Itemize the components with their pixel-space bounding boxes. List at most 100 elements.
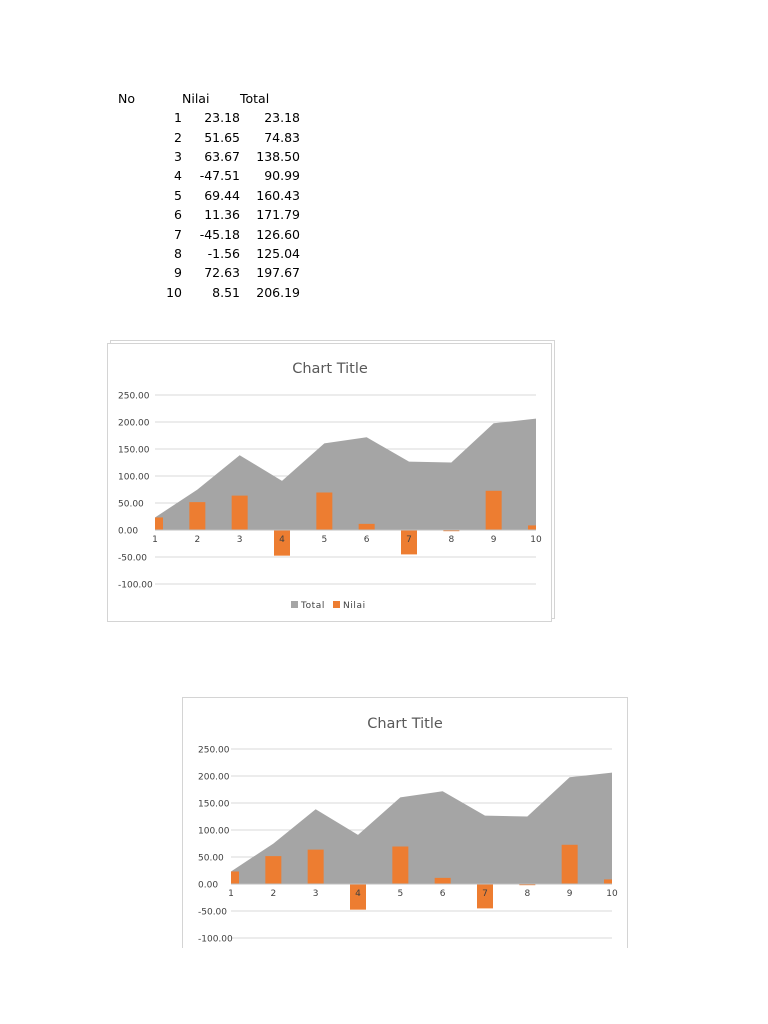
bar-nilai: [316, 492, 333, 530]
table-row: 9 72.63 197.67: [118, 263, 300, 282]
header-no: No: [118, 90, 135, 106]
y-tick-label: 0.00: [198, 881, 218, 891]
cell-total: 126.60: [256, 226, 300, 242]
y-tick-label: 250.00: [198, 746, 230, 756]
x-tick-label: 3: [313, 889, 319, 899]
table-row: 5 69.44 160.43: [118, 186, 300, 205]
chart-1-frame[interactable]: Chart Title 250.00 200.00 150.00 100.00 50.00…: [107, 343, 552, 622]
header-total: Total: [240, 90, 270, 106]
legend-swatch-total: [291, 601, 298, 608]
y-tick-label: 200.00: [198, 773, 230, 783]
bar-nilai: [189, 502, 206, 530]
cell-no: 1: [174, 110, 182, 126]
y-tick-label: 100.00: [118, 473, 150, 483]
cell-total: 206.19: [256, 284, 300, 300]
y-tick-label: -50.00: [118, 554, 147, 564]
cell-no: 4: [174, 168, 182, 184]
cell-total: 197.67: [256, 265, 300, 281]
x-tick-label: 6: [440, 889, 446, 899]
cell-nilai: -1.56: [207, 245, 240, 261]
table-row: 1 23.18 23.18: [118, 108, 300, 127]
x-tick-label: 10: [530, 535, 542, 545]
x-tick-label: 4: [355, 889, 361, 899]
cell-nilai: -45.18: [199, 226, 240, 242]
table-row: 3 63.67 138.50: [118, 147, 300, 166]
chart-1: Chart Title250.00200.00150.00100.0050.00…: [118, 361, 542, 611]
chart-2: Chart Title250.00200.00150.00100.0050.00…: [198, 716, 618, 945]
bar-nilai: [307, 849, 324, 884]
bar-nilai: [155, 517, 163, 530]
table-row: 2 51.65 74.83: [118, 127, 300, 146]
table-row: 4 -47.51 90.99: [118, 166, 300, 185]
cell-no: 10: [166, 284, 182, 300]
table-row: 7 -45.18 126.60: [118, 224, 300, 243]
x-tick-label: 5: [397, 889, 403, 899]
cell-total: 171.79: [256, 207, 300, 223]
header-nilai: Nilai: [182, 90, 210, 106]
table-row: 10 8.51 206.19: [118, 283, 300, 302]
cell-nilai: 8.51: [212, 284, 240, 300]
x-tick-label: 8: [524, 889, 530, 899]
x-tick-label: 3: [237, 535, 243, 545]
cell-no: 5: [174, 187, 182, 203]
bar-nilai: [231, 871, 239, 884]
chart-title: Chart Title: [367, 716, 443, 732]
y-tick-label: 200.00: [118, 419, 150, 429]
x-tick-label: 1: [152, 535, 158, 545]
table-row: 8 -1.56 125.04: [118, 244, 300, 263]
y-tick-label: -100.00: [118, 581, 153, 591]
bar-nilai: [519, 884, 536, 886]
legend-label-nilai: Nilai: [343, 601, 366, 611]
cell-no: 8: [174, 245, 182, 261]
cell-total: 23.18: [264, 110, 300, 126]
x-tick-label: 10: [606, 889, 618, 899]
x-tick-label: 1: [228, 889, 234, 899]
chart-2-frame[interactable]: Chart Title 250.00 200.00 150.00 100.00 50.00…: [182, 697, 628, 948]
cell-total: 125.04: [256, 245, 300, 261]
x-tick-label: 5: [321, 535, 327, 545]
x-tick-label: 2: [194, 535, 200, 545]
y-tick-label: 50.00: [118, 500, 144, 510]
x-tick-label: 9: [491, 535, 497, 545]
cell-no: 3: [174, 148, 182, 164]
table-row: 6 11.36 171.79: [118, 205, 300, 224]
bar-nilai: [350, 884, 366, 910]
cell-no: 9: [174, 265, 182, 281]
bar-nilai: [604, 879, 612, 884]
cell-total: 160.43: [256, 187, 300, 203]
data-table: No Nilai Total 1 23.18 23.18 2 51.65 74.83 3 63…: [118, 88, 300, 302]
bar-nilai: [274, 530, 290, 556]
area-series-total: [231, 772, 612, 884]
bar-nilai: [561, 844, 578, 884]
table-header-row: No Nilai Total: [118, 88, 300, 108]
y-tick-label: 100.00: [198, 827, 230, 837]
y-tick-label: 150.00: [118, 446, 150, 456]
bar-nilai: [443, 530, 460, 532]
bar-nilai: [528, 525, 536, 530]
x-tick-label: 7: [406, 535, 412, 545]
cell-nilai: 23.18: [204, 110, 240, 126]
bar-nilai: [265, 856, 282, 884]
cell-no: 2: [174, 129, 182, 145]
bar-nilai: [434, 877, 451, 884]
cell-nilai: 11.36: [204, 207, 240, 223]
legend-label-total: Total: [300, 601, 325, 611]
cell-no: 6: [174, 207, 182, 223]
bar-nilai: [358, 523, 375, 530]
x-tick-label: 8: [448, 535, 454, 545]
bar-nilai: [401, 530, 417, 555]
y-tick-label: 50.00: [198, 854, 224, 864]
y-tick-label: 0.00: [118, 527, 138, 537]
legend-swatch-nilai: [333, 601, 340, 608]
cell-nilai: 51.65: [204, 129, 240, 145]
chart-title: Chart Title: [292, 361, 368, 377]
x-tick-label: 4: [279, 535, 285, 545]
x-tick-label: 9: [567, 889, 573, 899]
bar-nilai: [231, 495, 248, 530]
bar-nilai: [392, 846, 409, 884]
cell-total: 90.99: [264, 168, 300, 184]
cell-no: 7: [174, 226, 182, 242]
x-tick-label: 7: [482, 889, 488, 899]
cell-nilai: 63.67: [204, 148, 240, 164]
y-tick-label: 150.00: [198, 800, 230, 810]
